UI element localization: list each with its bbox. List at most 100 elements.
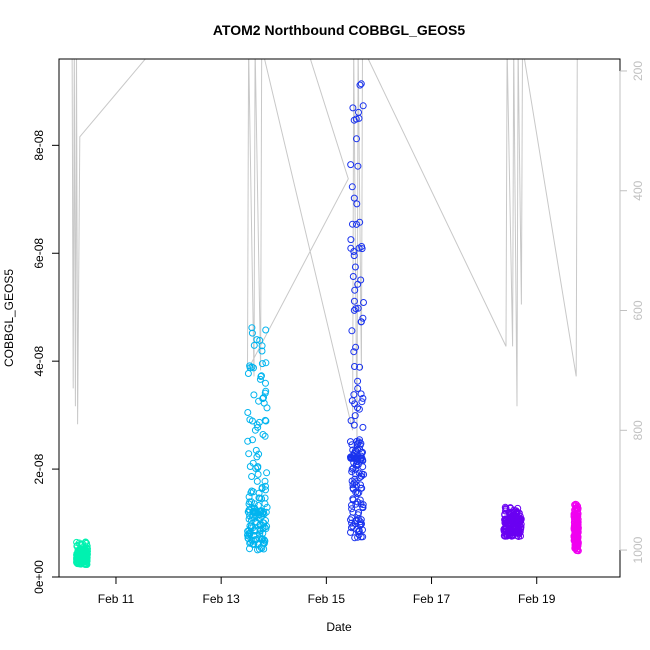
data-point [502, 507, 509, 515]
data-point [254, 502, 262, 509]
chart-title: ATOM2 Northbound COBBGL_GEOS5 [213, 22, 465, 38]
data-point [350, 348, 358, 356]
data-point [244, 437, 252, 445]
data-point [249, 436, 256, 444]
data-point [244, 535, 252, 543]
data-point [256, 336, 264, 344]
data-point [249, 540, 257, 548]
y-tick-label: 6e-08 [32, 238, 46, 269]
data-point [246, 539, 254, 547]
data-point [258, 360, 266, 368]
data-point [351, 412, 359, 420]
data-point [250, 391, 258, 399]
data-point [359, 314, 367, 322]
data-point [347, 528, 354, 536]
data-point [350, 194, 358, 202]
data-point [259, 524, 267, 532]
data-point [349, 220, 356, 228]
data-point [501, 515, 509, 523]
data-point [515, 527, 522, 535]
data-point [351, 263, 359, 271]
data-point [349, 104, 357, 112]
data-point [348, 183, 356, 191]
data-point [357, 533, 365, 541]
data-point [359, 394, 367, 402]
data-point [262, 486, 269, 494]
data-point [261, 494, 269, 502]
data-point [261, 477, 269, 485]
x-tick-label: Feb 17 [413, 592, 451, 606]
data-point [355, 405, 363, 413]
data-point [358, 245, 366, 253]
data-point [571, 518, 578, 526]
data-point [353, 200, 361, 208]
data-point [357, 318, 365, 326]
data-point [350, 306, 358, 314]
data-point [512, 507, 520, 515]
data-point [248, 516, 255, 524]
data-point [359, 423, 367, 431]
data-point [357, 276, 365, 284]
x-tick-label: Feb 11 [98, 592, 135, 606]
data-point [501, 503, 509, 511]
data-point [73, 538, 81, 546]
data-point [349, 508, 357, 516]
data-point [257, 373, 265, 380]
data-point [348, 327, 356, 335]
data-point [259, 431, 267, 438]
data-point [250, 540, 258, 548]
data-point [574, 518, 581, 526]
data-point [355, 489, 363, 497]
y-tick-label: 0e+00 [32, 560, 46, 594]
data-point [354, 162, 362, 170]
data-point [262, 359, 270, 367]
x-axis-label: Date [326, 620, 352, 634]
data-point [263, 469, 271, 477]
axes-layer: Feb 11 Feb 13 Feb 15 Feb 17 Feb 19 0e+00 2e-08… [32, 61, 645, 606]
data-point [260, 508, 267, 516]
series-4 [500, 503, 525, 540]
data-point [258, 372, 265, 380]
data-point [574, 506, 582, 514]
data-point [348, 519, 356, 527]
data-point [248, 473, 256, 480]
data-point [254, 464, 262, 472]
data-point [348, 465, 356, 473]
data-point [81, 551, 89, 559]
data-point [355, 108, 362, 116]
data-point [354, 490, 361, 498]
data-point [248, 417, 256, 425]
data-point [348, 505, 356, 513]
y-tick-label: 4e-08 [32, 346, 46, 377]
data-point [258, 347, 266, 355]
data-point [82, 547, 90, 555]
data-point [246, 463, 254, 470]
data-point [246, 512, 254, 520]
data-point [510, 514, 518, 522]
data-point [354, 304, 362, 312]
data-point [81, 561, 89, 568]
data-point [245, 450, 253, 458]
data-point [251, 508, 259, 516]
data-point [352, 305, 360, 313]
data-point [250, 364, 257, 372]
data-point [259, 535, 267, 543]
data-point [358, 398, 366, 406]
data-point [357, 390, 365, 398]
data-point [360, 299, 367, 306]
right-axis-tick-label: 200 [631, 61, 645, 81]
data-point [352, 517, 360, 525]
data-point [356, 81, 364, 89]
data-point [254, 470, 262, 478]
data-point [355, 509, 363, 517]
data-point [359, 102, 367, 110]
data-point [261, 432, 269, 440]
data-point [260, 399, 268, 407]
plot-frame [58, 58, 621, 578]
data-point [350, 248, 358, 255]
data-point [262, 379, 269, 387]
data-point [350, 297, 358, 305]
data-point [354, 377, 362, 385]
data-point [347, 453, 354, 461]
data-point [351, 363, 358, 370]
